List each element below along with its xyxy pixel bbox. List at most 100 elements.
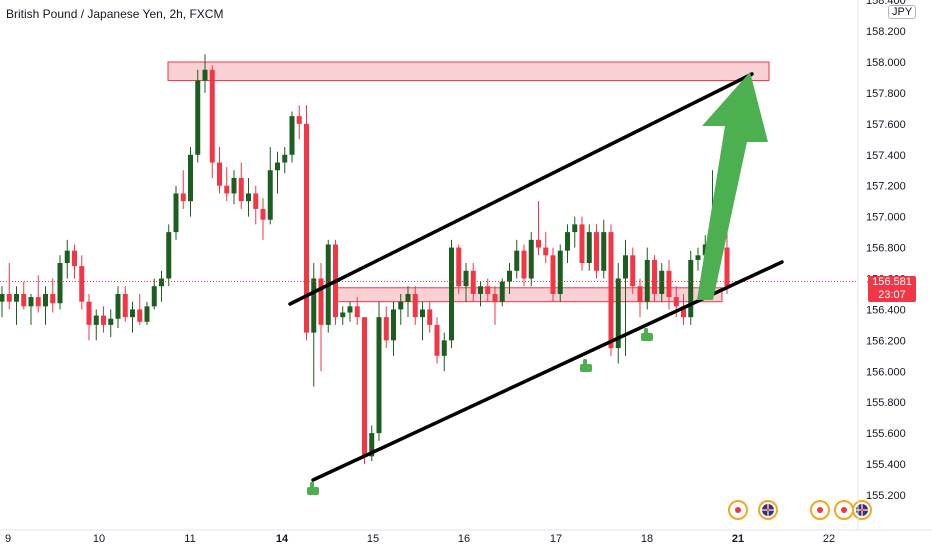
event-dot <box>817 507 823 513</box>
candle-body <box>456 247 462 287</box>
candle-body <box>318 278 324 325</box>
candle-body <box>0 293 5 302</box>
y-tick-label: 156.400 <box>866 304 906 316</box>
bullish-target-arrow <box>697 72 768 300</box>
candle-body <box>260 208 266 220</box>
currency-badge[interactable]: JPY <box>888 5 917 19</box>
candle-body <box>64 250 70 264</box>
candle-body <box>28 297 34 307</box>
candle-body <box>499 281 505 302</box>
candle-body <box>623 255 628 279</box>
candle-body <box>35 297 41 307</box>
y-tick-label: 158.200 <box>866 26 906 38</box>
x-tick-label: 14 <box>276 533 289 545</box>
candle-body <box>666 270 672 298</box>
candle-body <box>615 278 621 349</box>
candle-body <box>652 259 657 294</box>
candle-body <box>86 301 92 325</box>
bar-countdown: 23:07 <box>878 289 906 301</box>
candles <box>0 54 730 465</box>
candle-body <box>463 270 469 287</box>
x-tick-label: 22 <box>823 533 835 545</box>
candle-body <box>238 177 244 202</box>
candle-body <box>159 278 164 287</box>
candle-body <box>122 293 128 318</box>
thumb-palm <box>580 364 592 372</box>
economic-event-icon <box>834 500 854 520</box>
last-price-value: 156.581 <box>872 276 912 288</box>
candle-body <box>565 232 570 251</box>
candle-body <box>688 259 694 318</box>
candle-body <box>195 80 201 155</box>
candle-body <box>485 286 491 294</box>
event-dot <box>841 507 847 513</box>
candle-body <box>347 306 353 313</box>
candle-body <box>151 286 157 307</box>
x-tick-label: 21 <box>732 533 744 545</box>
candle-body <box>601 232 607 271</box>
x-tick-label: 16 <box>458 533 470 545</box>
candle-body <box>144 306 150 322</box>
candle-body <box>180 193 186 202</box>
uk-flag-event-icon <box>758 500 778 520</box>
candle-body <box>6 293 12 302</box>
y-tick-label: 155.600 <box>866 428 906 440</box>
candle-body <box>405 293 411 302</box>
event-dot <box>735 507 741 513</box>
economic-event-icon <box>728 500 748 520</box>
candle-body <box>369 433 375 457</box>
candle-body <box>14 293 19 302</box>
x-tick-label: 18 <box>641 533 653 545</box>
thumbs-up-icon <box>307 482 319 495</box>
candle-body <box>362 317 367 457</box>
thumb-finger <box>583 359 587 365</box>
candle-body <box>449 247 454 341</box>
x-tick-label: 9 <box>5 533 11 545</box>
candle-body <box>507 270 512 282</box>
candle-body <box>630 255 636 287</box>
candle-body <box>398 301 404 310</box>
zones <box>167 61 770 303</box>
y-tick-label: 157.200 <box>866 181 906 193</box>
candle-body <box>470 270 476 294</box>
candle-body <box>681 306 686 318</box>
economic-event-icon <box>810 500 830 520</box>
candle-body <box>166 232 172 279</box>
candle-body <box>586 232 592 264</box>
x-tick-label: 10 <box>93 533 105 545</box>
y-tick-label: 157.000 <box>866 212 906 224</box>
candle-body <box>478 286 483 294</box>
candle-body <box>57 263 63 304</box>
candle-body <box>391 309 396 341</box>
candle-body <box>79 266 85 302</box>
candle-body <box>224 185 230 194</box>
candle-body <box>521 250 527 279</box>
thumb-finger <box>310 482 314 488</box>
candle-body <box>202 69 208 81</box>
candle-body <box>340 312 346 318</box>
candle-body <box>354 306 360 318</box>
thumbs-up-icon <box>580 359 592 372</box>
candle-body <box>434 324 440 356</box>
candle-body <box>492 293 498 302</box>
candle-body <box>50 293 56 304</box>
candle-body <box>289 116 295 155</box>
candle-body <box>231 177 237 194</box>
y-tick-label: 156.200 <box>866 335 906 347</box>
candle-body <box>550 255 556 294</box>
candle-body <box>528 239 534 279</box>
candle-body <box>376 317 382 434</box>
y-tick-label: 158.000 <box>866 57 906 69</box>
candle-body <box>644 259 650 302</box>
last-price-tag: 156.581 23:07 <box>868 276 916 302</box>
candle-body <box>441 340 447 356</box>
candle-body <box>188 154 193 202</box>
candle-body <box>209 69 215 163</box>
x-tick-label: 11 <box>184 533 195 545</box>
candle-body <box>536 239 541 248</box>
y-tick-label: 155.800 <box>866 397 906 409</box>
candle-body <box>427 309 433 325</box>
thumbs-up-icon <box>641 328 653 341</box>
y-tick-label: 155.400 <box>866 459 906 471</box>
